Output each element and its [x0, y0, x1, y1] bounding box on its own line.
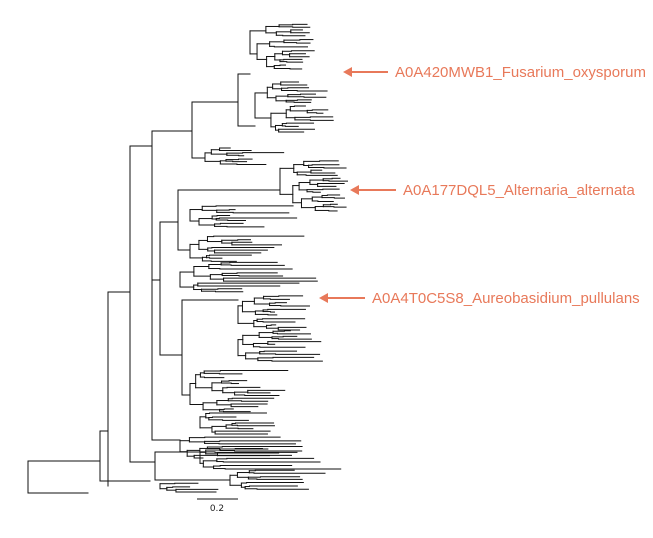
- annotation-arrowhead: [350, 185, 359, 195]
- annotation-arrowhead: [343, 67, 352, 77]
- tree-branches: [27, 23, 348, 494]
- annotation-aureobasidium-pullulans: A0A4T0C5S8_Aureobasidium_pullulans: [319, 290, 640, 307]
- scale-bar-label: 0.2: [210, 504, 224, 514]
- annotation-fusarium-oxysporum: A0A420MWB1_Fusarium_oxysporum: [343, 64, 646, 81]
- annotation-alternaria-alternata: A0A177DQL5_Alternaria_alternata: [350, 182, 635, 199]
- annotation-arrowhead: [319, 293, 328, 303]
- annotation-label: A0A420MWB1_Fusarium_oxysporum: [395, 64, 646, 81]
- annotation-label: A0A4T0C5S8_Aureobasidium_pullulans: [372, 290, 640, 307]
- annotation-label: A0A177DQL5_Alternaria_alternata: [403, 182, 635, 199]
- scale-bar: 0.2: [197, 498, 238, 514]
